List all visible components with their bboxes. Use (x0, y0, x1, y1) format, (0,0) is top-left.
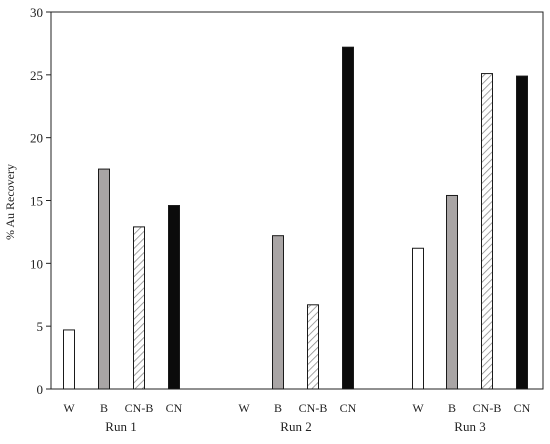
y-tick-label: 20 (30, 131, 43, 146)
bar-3-cn (516, 75, 528, 390)
bar-1-cn-b (133, 226, 145, 390)
group-label: Run 3 (454, 419, 485, 434)
y-tick-label: 30 (30, 5, 43, 20)
group-label: Run 2 (280, 419, 311, 434)
x-category-label: CN (514, 401, 531, 415)
x-category-label: CN-B (125, 401, 154, 415)
bar-2-cn (342, 46, 354, 390)
bar-3-w (412, 247, 424, 390)
group-label: Run 1 (105, 419, 136, 434)
x-category-label: W (412, 401, 424, 415)
x-category-label: B (448, 401, 456, 415)
labels: 0 5 10 15 20 25 30 W B CN-B CN Run 1 W B CN-B CN Run 2 W B… (30, 5, 531, 434)
y-tick-label: 10 (30, 256, 43, 271)
bars (63, 46, 528, 390)
y-tick-label: 15 (30, 194, 43, 209)
bar-1-b (98, 168, 110, 390)
x-category-label: B (100, 401, 108, 415)
x-category-label: CN (166, 401, 183, 415)
x-category-label: W (63, 401, 75, 415)
y-axis-label: % Au Recovery (3, 164, 17, 240)
axes (46, 11, 544, 390)
plot-frame (50, 11, 544, 390)
y-tick-label: 25 (30, 68, 43, 83)
bar-1-w (63, 329, 75, 390)
bar-2-cn-b (307, 304, 319, 390)
x-category-label: W (238, 401, 250, 415)
bar-3-cn-b (481, 73, 493, 390)
bar-2-b (272, 235, 284, 390)
x-category-label: CN (340, 401, 357, 415)
y-tick-label: 5 (37, 319, 44, 334)
bar-1-cn (168, 205, 180, 390)
x-category-label: CN-B (473, 401, 502, 415)
x-category-label: B (274, 401, 282, 415)
x-category-label: CN-B (299, 401, 328, 415)
bar-3-b (446, 194, 458, 390)
y-tick-label: 0 (37, 382, 44, 397)
